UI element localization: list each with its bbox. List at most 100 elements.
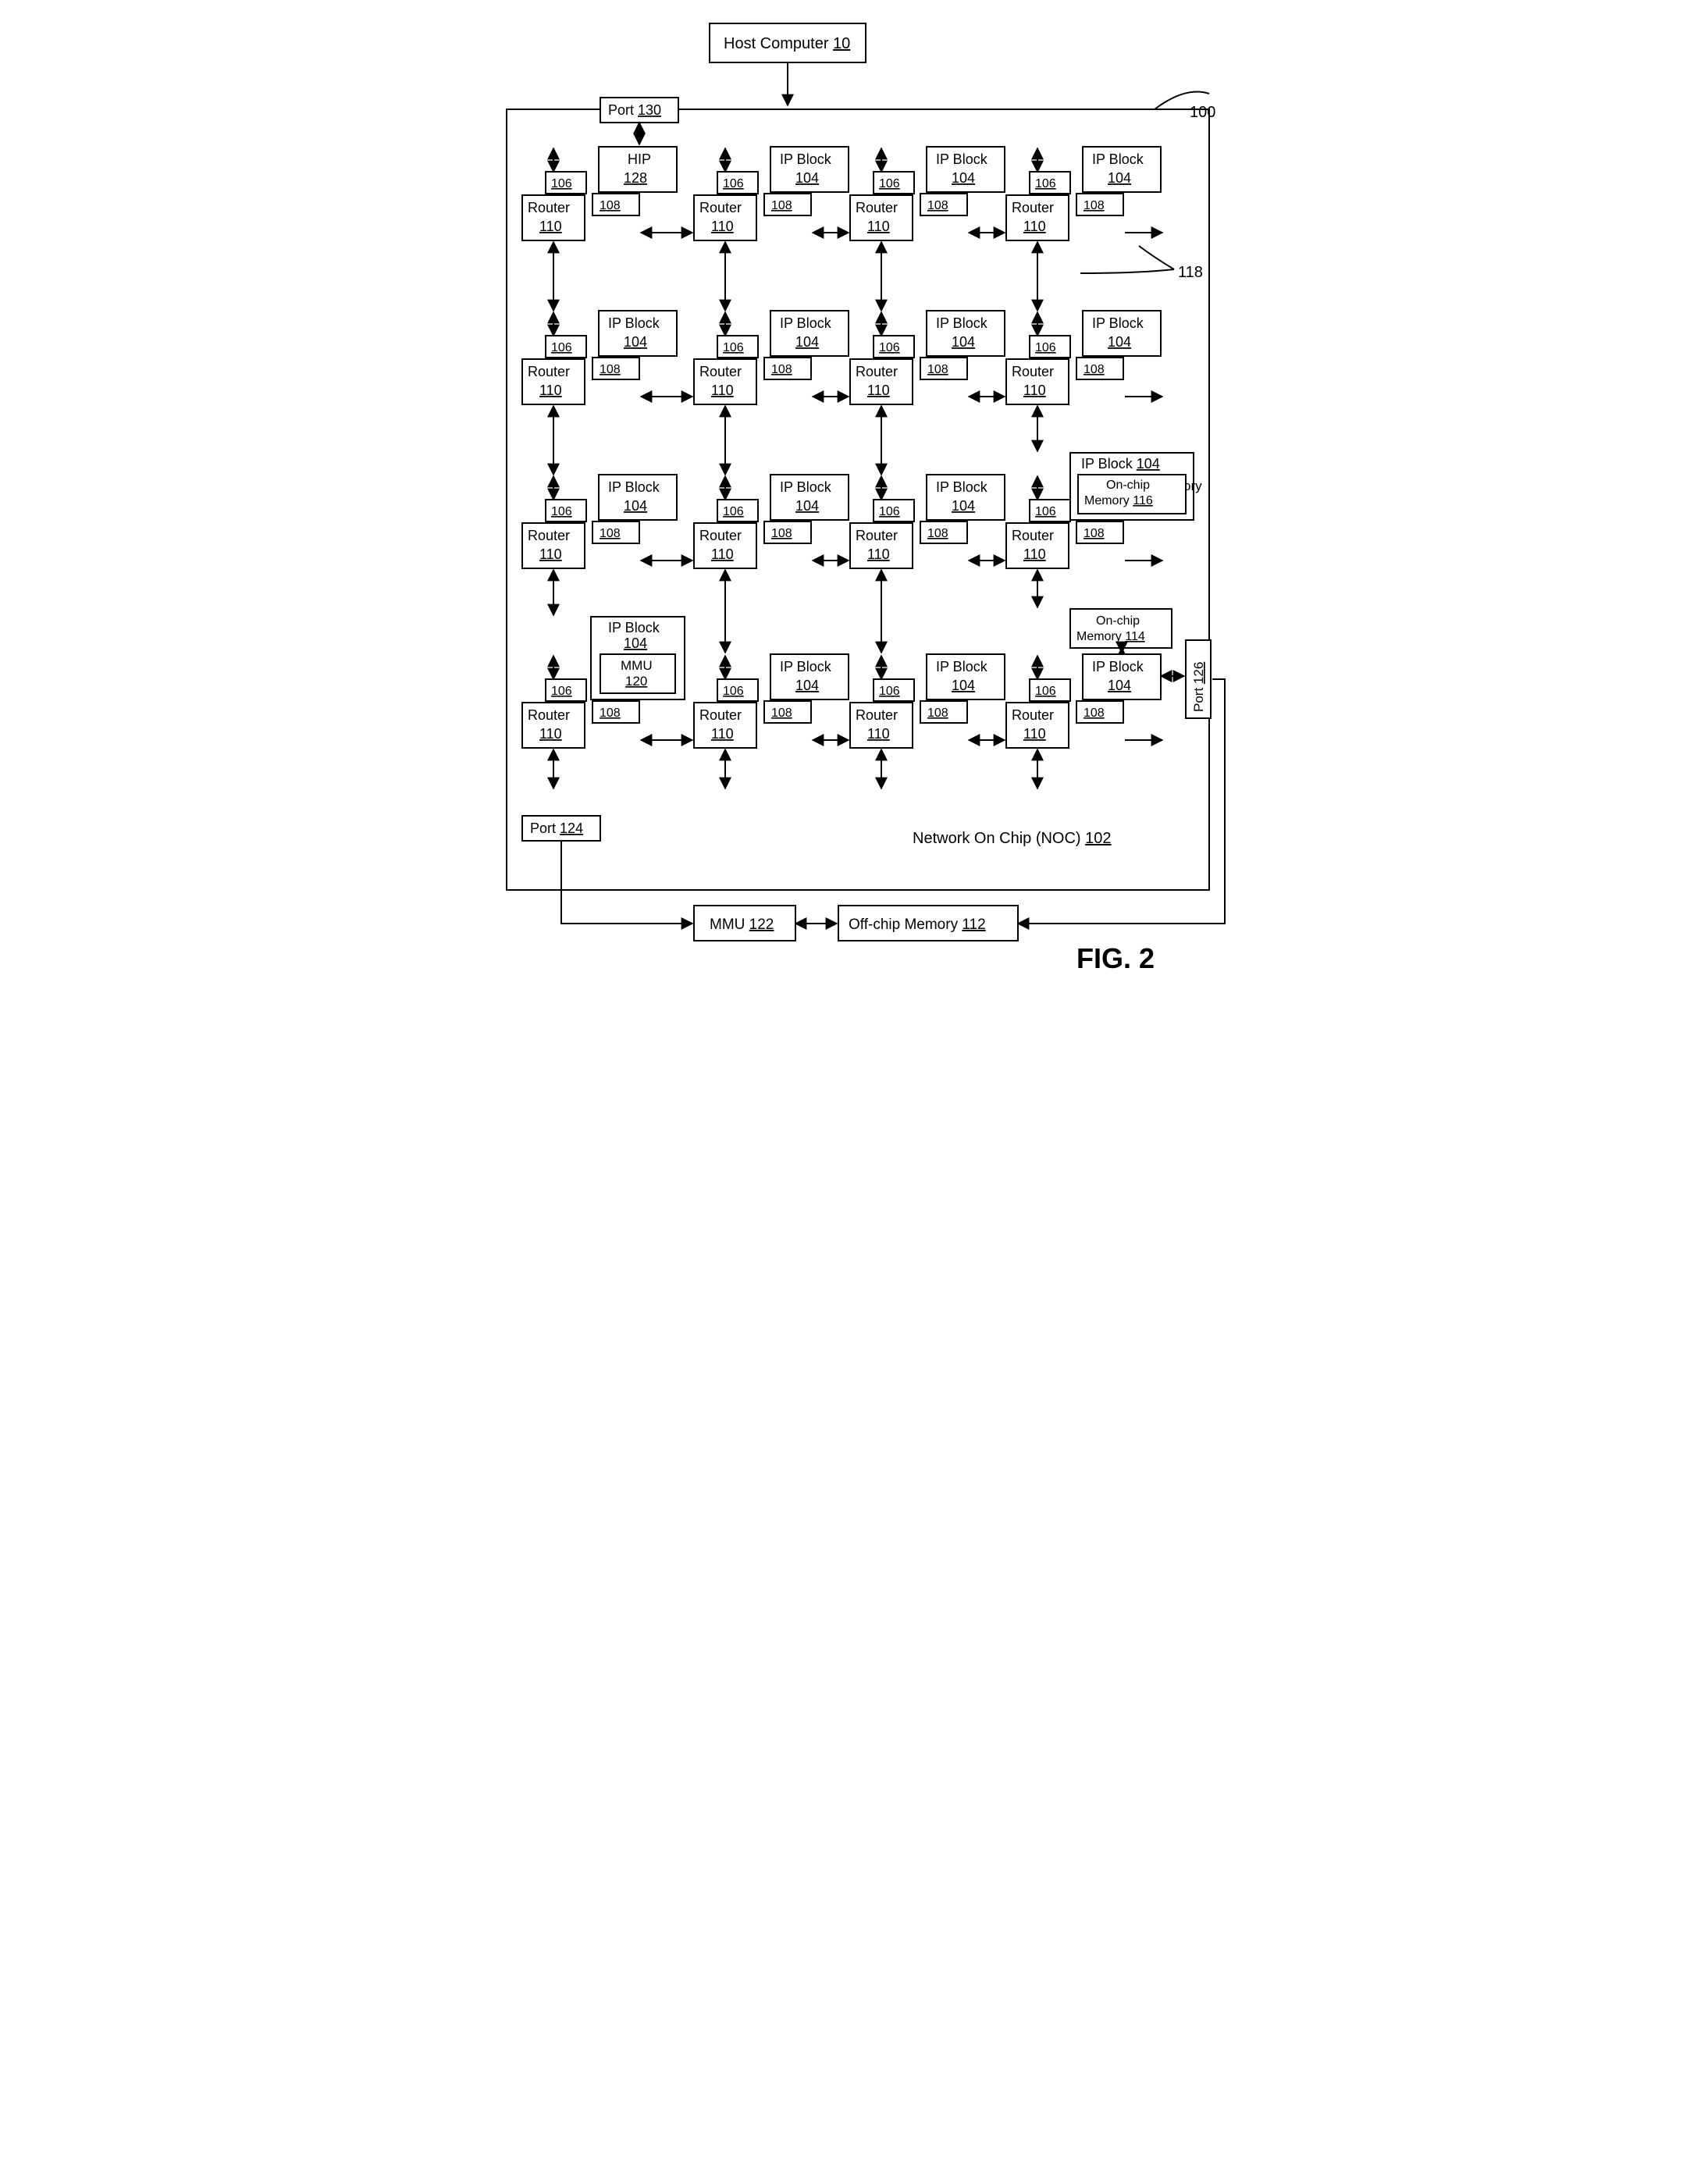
- svg-text:Router: Router: [856, 364, 898, 379]
- svg-text:104: 104: [952, 678, 975, 693]
- svg-text:IP Block: IP Block: [780, 479, 832, 495]
- svg-text:Memory 114: Memory 114: [1076, 630, 1145, 643]
- svg-text:Router: Router: [699, 707, 742, 723]
- svg-text:120: 120: [625, 674, 647, 689]
- svg-text:110: 110: [539, 219, 562, 234]
- svg-text:106: 106: [551, 505, 572, 518]
- port-124-label: Port 124: [530, 820, 583, 836]
- host-computer-label: Host Computer 10: [724, 35, 850, 52]
- port-130-label: Port 130: [608, 102, 661, 118]
- svg-text:110: 110: [1023, 219, 1046, 234]
- svg-text:106: 106: [1035, 341, 1056, 354]
- svg-text:Router: Router: [528, 707, 570, 723]
- svg-text:128: 128: [624, 170, 647, 186]
- svg-text:104: 104: [1108, 170, 1131, 186]
- svg-text:IP Block: IP Block: [780, 659, 832, 675]
- svg-text:108: 108: [600, 527, 621, 540]
- svg-text:Router: Router: [528, 200, 570, 215]
- svg-text:106: 106: [1035, 685, 1056, 698]
- svg-text:110: 110: [539, 726, 562, 742]
- svg-text:IP Block: IP Block: [780, 151, 832, 167]
- svg-text:IP Block: IP Block: [608, 620, 660, 635]
- svg-text:Router: Router: [528, 528, 570, 543]
- svg-text:110: 110: [711, 726, 734, 742]
- svg-text:104: 104: [624, 498, 647, 514]
- svg-text:106: 106: [723, 341, 744, 354]
- svg-text:Router: Router: [1012, 364, 1054, 379]
- svg-text:104: 104: [952, 170, 975, 186]
- svg-text:106: 106: [879, 341, 900, 354]
- svg-text:Router: Router: [699, 200, 742, 215]
- svg-text:Router: Router: [856, 528, 898, 543]
- port-126-label: Port 126: [1191, 662, 1206, 712]
- figure-label: FIG. 2: [1076, 942, 1155, 974]
- svg-text:108: 108: [600, 199, 621, 212]
- svg-text:104: 104: [1108, 334, 1131, 350]
- svg-text:106: 106: [879, 685, 900, 698]
- svg-text:110: 110: [711, 383, 734, 398]
- svg-text:108: 108: [771, 363, 792, 376]
- svg-text:IP Block: IP Block: [936, 315, 988, 331]
- svg-text:108: 108: [1084, 527, 1105, 540]
- svg-text:IP Block: IP Block: [780, 315, 832, 331]
- svg-text:104: 104: [795, 678, 819, 693]
- svg-text:108: 108: [927, 707, 948, 720]
- svg-text:104: 104: [624, 334, 647, 350]
- svg-text:106: 106: [551, 341, 572, 354]
- svg-text:IP Block: IP Block: [936, 659, 988, 675]
- svg-text:104: 104: [952, 498, 975, 514]
- svg-text:108: 108: [927, 199, 948, 212]
- svg-text:Router: Router: [1012, 200, 1054, 215]
- svg-text:Router: Router: [699, 364, 742, 379]
- svg-text:110: 110: [711, 546, 734, 562]
- svg-text:110: 110: [867, 383, 890, 398]
- svg-text:Router: Router: [528, 364, 570, 379]
- noc-diagram: Host Computer 10 100 Port 130 HIP 128 10…: [475, 16, 1233, 976]
- svg-text:106: 106: [879, 505, 900, 518]
- svg-text:104: 104: [952, 334, 975, 350]
- svg-text:Router: Router: [856, 707, 898, 723]
- svg-text:106: 106: [723, 177, 744, 190]
- svg-text:Router: Router: [1012, 528, 1054, 543]
- svg-text:106: 106: [1035, 505, 1056, 518]
- ref118-label: 118: [1178, 264, 1203, 281]
- svg-text:110: 110: [539, 383, 562, 398]
- mmu-122-label: MMU 122: [710, 917, 774, 933]
- svg-text:106: 106: [723, 685, 744, 698]
- svg-text:106: 106: [551, 177, 572, 190]
- svg-text:106: 106: [551, 685, 572, 698]
- svg-text:104: 104: [795, 498, 819, 514]
- svg-text:Router: Router: [1012, 707, 1054, 723]
- svg-text:MMU: MMU: [621, 658, 653, 673]
- noc-label: Network On Chip (NOC) 102: [913, 830, 1112, 847]
- svg-text:108: 108: [1084, 363, 1105, 376]
- svg-text:110: 110: [1023, 546, 1046, 562]
- svg-text:Router: Router: [699, 528, 742, 543]
- svg-text:110: 110: [867, 546, 890, 562]
- svg-text:HIP: HIP: [628, 151, 651, 167]
- svg-text:108: 108: [927, 363, 948, 376]
- svg-text:108: 108: [771, 527, 792, 540]
- svg-text:Memory 116: Memory 116: [1084, 494, 1153, 507]
- svg-text:104: 104: [1108, 678, 1131, 693]
- svg-text:IP Block: IP Block: [1092, 151, 1144, 167]
- svg-text:IP Block: IP Block: [936, 151, 988, 167]
- svg-text:IP Block: IP Block: [608, 479, 660, 495]
- svg-text:104: 104: [624, 635, 647, 651]
- svg-text:110: 110: [539, 546, 562, 562]
- svg-text:110: 110: [1023, 383, 1046, 398]
- svg-text:106: 106: [879, 177, 900, 190]
- svg-text:108: 108: [1084, 199, 1105, 212]
- svg-text:108: 108: [600, 363, 621, 376]
- svg-text:110: 110: [867, 219, 890, 234]
- svg-text:IP Block 104: IP Block 104: [1081, 456, 1160, 472]
- svg-text:IP Block: IP Block: [608, 315, 660, 331]
- svg-text:106: 106: [1035, 177, 1056, 190]
- svg-text:106: 106: [723, 505, 744, 518]
- svg-text:IP Block: IP Block: [936, 479, 988, 495]
- svg-text:110: 110: [711, 219, 734, 234]
- svg-text:110: 110: [1023, 726, 1046, 742]
- svg-text:104: 104: [795, 170, 819, 186]
- svg-text:108: 108: [600, 707, 621, 720]
- svg-text:Router: Router: [856, 200, 898, 215]
